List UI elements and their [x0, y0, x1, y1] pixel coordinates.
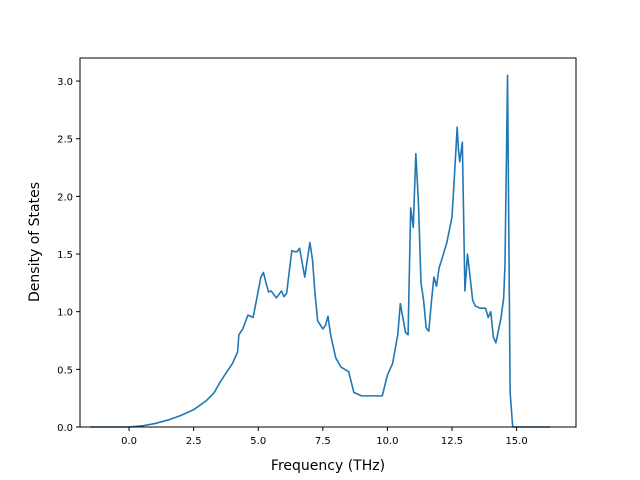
y-tick-label: 2.5 — [57, 135, 73, 146]
axes-frame — [79, 57, 577, 428]
y-tick-label: 0.0 — [57, 423, 73, 434]
x-axis-label: Frequency (THz) — [271, 458, 385, 474]
x-tick-label: 5.0 — [250, 436, 266, 447]
x-tick-label: 12.5 — [441, 436, 463, 447]
y-axis-label: Density of States — [27, 182, 43, 302]
dos-series-line — [90, 74, 551, 428]
x-tick-label: 15.0 — [505, 436, 527, 447]
x-tick-label: 7.5 — [315, 436, 331, 447]
y-axis-ticks: 0.0 0.5 1.0 1.5 2.0 2.5 3.0 — [57, 77, 80, 434]
x-tick-label: 10.0 — [376, 436, 398, 447]
y-tick-label: 1.5 — [57, 250, 73, 261]
y-tick-label: 3.0 — [57, 77, 73, 88]
y-tick-label: 1.0 — [57, 308, 73, 319]
x-tick-label: 2.5 — [186, 436, 202, 447]
plot-area — [90, 74, 551, 428]
y-tick-label: 2.0 — [57, 192, 73, 203]
y-tick-label: 0.5 — [57, 365, 73, 376]
x-axis-ticks: 0.0 2.5 5.0 7.5 10.0 12.5 15.0 — [121, 427, 528, 447]
x-tick-label: 0.0 — [121, 436, 137, 447]
